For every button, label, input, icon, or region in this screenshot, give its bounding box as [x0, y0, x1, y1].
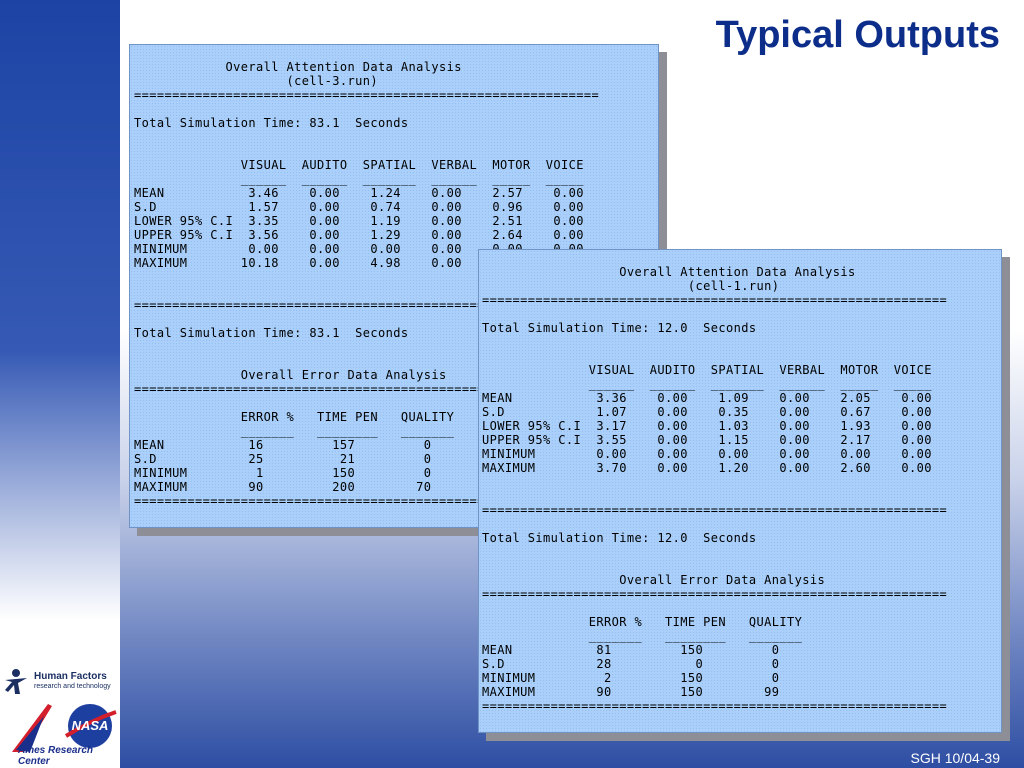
output-panel-cell-1: Overall Attention Data Analysis (cell-1.… — [478, 249, 1002, 733]
slide-title: Typical Outputs — [715, 14, 1000, 56]
left-sidebar-band — [0, 0, 120, 768]
human-factors-tagline: research and technology — [34, 683, 111, 690]
nasa-wordmark: NASA — [72, 718, 109, 733]
human-factors-logo: Human Factors research and technology — [2, 666, 120, 696]
ames-research-center-label: Ames Research Center — [18, 745, 94, 767]
human-figure-icon — [5, 669, 27, 694]
output-text-cell-1: Overall Attention Data Analysis (cell-1.… — [482, 265, 948, 713]
output-text-cell-3: Overall Attention Data Analysis (cell-3.… — [134, 60, 600, 508]
nasa-meatball-icon: NASA — [12, 704, 117, 752]
nasa-ames-logo: NASA Ames Research Center — [4, 700, 120, 768]
human-factors-name: Human Factors — [34, 671, 107, 682]
slide-footer: SGH 10/04-39 — [910, 750, 1001, 766]
